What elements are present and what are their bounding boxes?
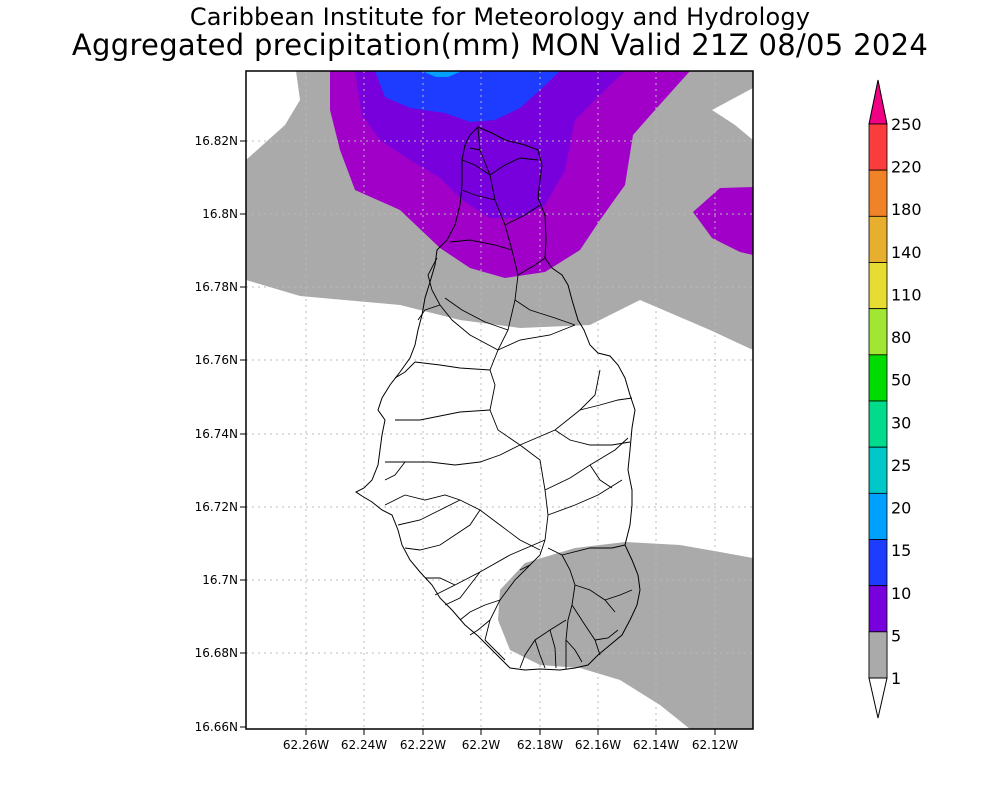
colorbar-level-label: 5 [891, 626, 901, 645]
colorbar-level-label: 80 [891, 328, 911, 347]
map-subtitle: Aggregated precipitation(mm) MON Valid 2… [71, 28, 929, 62]
precip-zone-1-5-south [498, 542, 753, 729]
colorbar-level-label: 1 [891, 669, 901, 688]
colorbar-level-label: 30 [891, 413, 911, 432]
plot-frame [245, 70, 754, 730]
colorbar-arrow-min [868, 677, 888, 719]
colorbar-swatch [868, 631, 888, 679]
lat-tick-marks [240, 140, 246, 728]
colorbar-level-label: 180 [891, 200, 922, 219]
colorbar-swatch [868, 446, 888, 494]
colorbar-level-label: 140 [891, 243, 922, 262]
lat-tick-label: 16.74N [195, 427, 238, 441]
colorbar-swatch [868, 492, 888, 540]
colorbar-swatch [868, 400, 888, 448]
island-outline [355, 126, 641, 671]
lat-tick-label: 16.76N [195, 353, 238, 367]
watershed-boundaries [384, 127, 633, 669]
lon-tick-marks [305, 729, 716, 735]
lat-tick-label: 16.72N [195, 500, 238, 514]
lon-tick-label: 62.22W [400, 738, 446, 752]
no-precip-pocket-ne [712, 98, 753, 140]
lat-tick-label: 16.7N [202, 573, 238, 587]
colorbar-swatch [868, 308, 888, 356]
colorbar-swatch [868, 262, 888, 310]
colorbar-arrow-max [868, 79, 888, 125]
colorbar-level-label: 220 [891, 158, 922, 177]
lat-tick-label: 16.82N [195, 134, 238, 148]
map-title: Caribbean Institute for Meteorology and … [189, 3, 811, 31]
colorbar-level-label: 250 [891, 115, 922, 134]
colorbar-level-label: 50 [891, 371, 911, 390]
lat-tick-label: 16.8N [202, 207, 238, 221]
colorbar-level-label: 15 [891, 541, 911, 560]
gridlines [246, 71, 753, 729]
colorbar-swatch [868, 215, 888, 263]
lon-tick-label: 62.14W [633, 738, 679, 752]
lat-tick-label: 16.66N [195, 720, 238, 734]
lon-tick-label: 62.2W [462, 738, 501, 752]
colorbar-level-label: 10 [891, 584, 911, 603]
precip-zone-5-10-east [693, 187, 753, 255]
colorbar-swatch [868, 354, 888, 402]
lon-tick-label: 62.24W [341, 738, 387, 752]
lon-tick-label: 62.16W [575, 738, 621, 752]
colorbar-level-label: 20 [891, 499, 911, 518]
lon-tick-label: 62.18W [517, 738, 563, 752]
precip-field [246, 71, 753, 729]
colorbar-level-label: 110 [891, 285, 922, 304]
colorbar-swatch [868, 169, 888, 217]
lat-tick-label: 16.78N [195, 280, 238, 294]
colorbar-swatch [868, 123, 888, 171]
no-precip-pocket-nw [246, 71, 300, 160]
colorbar-swatch [868, 585, 888, 633]
lat-tick-label: 16.68N [195, 646, 238, 660]
colorbar-swatch [868, 539, 888, 587]
lon-tick-label: 62.12W [692, 738, 738, 752]
precip-zone-15-20 [375, 71, 560, 122]
colorbar-level-label: 25 [891, 456, 911, 475]
precip-zone-20-25 [422, 71, 462, 77]
lon-tick-label: 62.26W [283, 738, 329, 752]
